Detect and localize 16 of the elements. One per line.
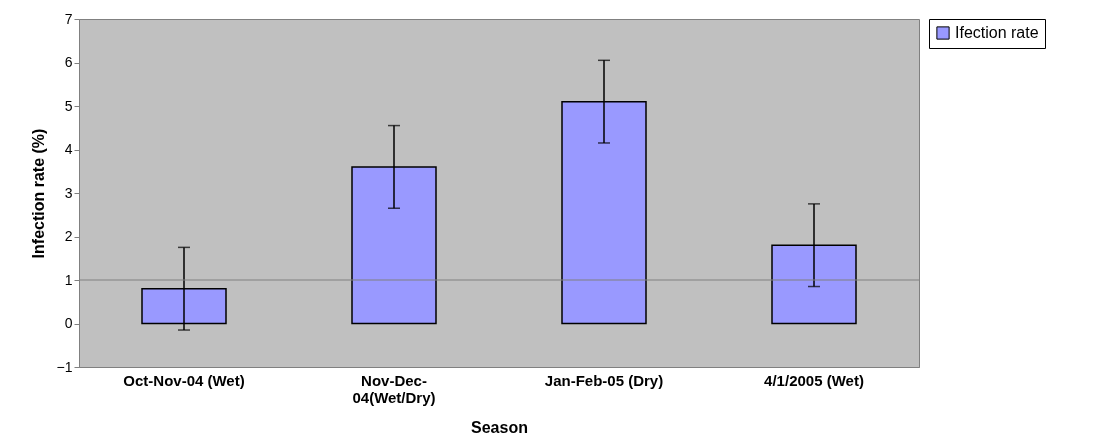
y-tick-label: 6 xyxy=(64,54,73,70)
y-tick-label: 1 xyxy=(64,271,73,288)
x-tick-label: Nov-Dec-04(Wet/Dry) xyxy=(352,371,436,406)
y-tick-label: 2 xyxy=(64,228,73,244)
x-tick-label: Jan-Feb-05 (Dry) xyxy=(544,371,664,389)
y-axis-title: Infection rate (%) xyxy=(29,128,47,259)
y-tick-label: 5 xyxy=(64,97,73,114)
x-tick-label: Oct-Nov-04 (Wet) xyxy=(123,371,245,389)
y-tick-label: 7 xyxy=(64,10,73,27)
y-tick-label: −1 xyxy=(56,358,73,375)
y-tick-label: 0 xyxy=(64,315,73,331)
y-tick-label: 4 xyxy=(64,141,73,157)
y-tick-label: 3 xyxy=(64,184,73,201)
x-tick-label: 4/1/2005 (Wet) xyxy=(764,371,864,389)
x-axis-title: Season xyxy=(471,418,528,436)
legend-label: Ifection rate xyxy=(955,24,1039,41)
